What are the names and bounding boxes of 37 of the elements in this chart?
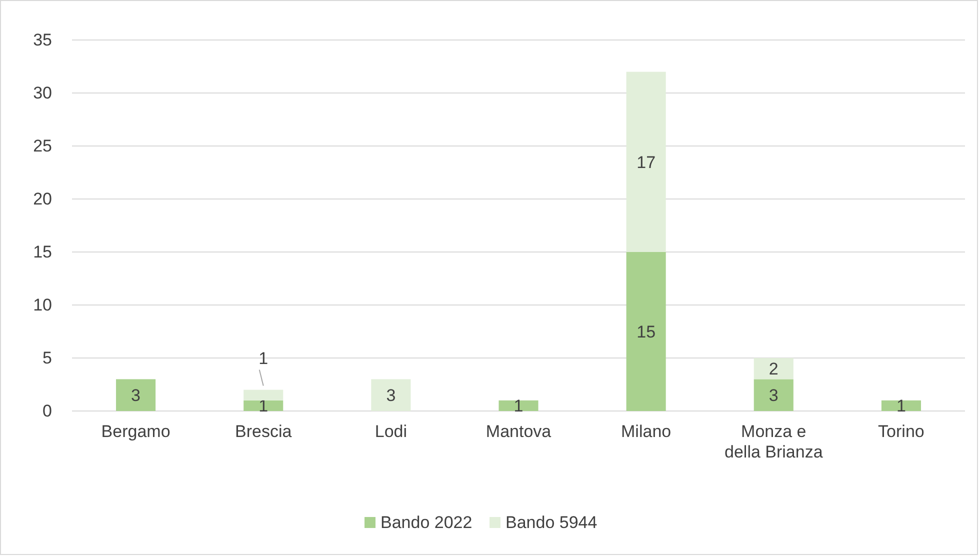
- data-label: 3: [131, 386, 141, 406]
- y-tick-label: 20: [33, 189, 52, 208]
- data-label: 1: [258, 348, 268, 368]
- y-tick-label: 15: [33, 242, 52, 262]
- data-label: 17: [636, 152, 656, 172]
- data-label: 3: [768, 386, 778, 406]
- bar: [626, 72, 666, 252]
- x-tick-label: Torino: [878, 422, 924, 442]
- bar: [244, 390, 284, 400]
- y-tick-label: 35: [33, 30, 52, 50]
- x-tick-label: Mantova: [486, 422, 552, 442]
- x-tick-label: Brescia: [235, 422, 292, 442]
- legend-label: Bando 2022: [380, 513, 472, 532]
- data-label: 2: [768, 360, 778, 379]
- data-label: 1: [896, 396, 906, 416]
- bar: [881, 400, 921, 411]
- y-tick-label: 5: [42, 348, 52, 368]
- bar: [116, 379, 156, 411]
- y-tick-label: 0: [42, 401, 52, 420]
- y-tick-label: 30: [33, 83, 52, 102]
- x-tick-label: Lodi: [374, 422, 407, 442]
- y-tick-label: 10: [33, 295, 52, 314]
- legend-label: Bando 5944: [506, 513, 598, 532]
- bar: [754, 379, 794, 411]
- data-label: 3: [386, 386, 396, 406]
- bar: [626, 252, 666, 411]
- bar: [244, 400, 284, 411]
- y-tick-label: 25: [33, 136, 52, 156]
- data-label: 15: [636, 322, 656, 342]
- x-tick-label: Milano: [621, 422, 672, 442]
- bar: [754, 358, 794, 380]
- data-label: 1: [258, 396, 268, 416]
- data-label: 1: [514, 396, 524, 416]
- x-tick-label: Monza e della Brianza: [724, 422, 824, 462]
- bar: [498, 400, 538, 411]
- x-tick-label: Bergamo: [101, 422, 170, 442]
- bar: [371, 379, 411, 411]
